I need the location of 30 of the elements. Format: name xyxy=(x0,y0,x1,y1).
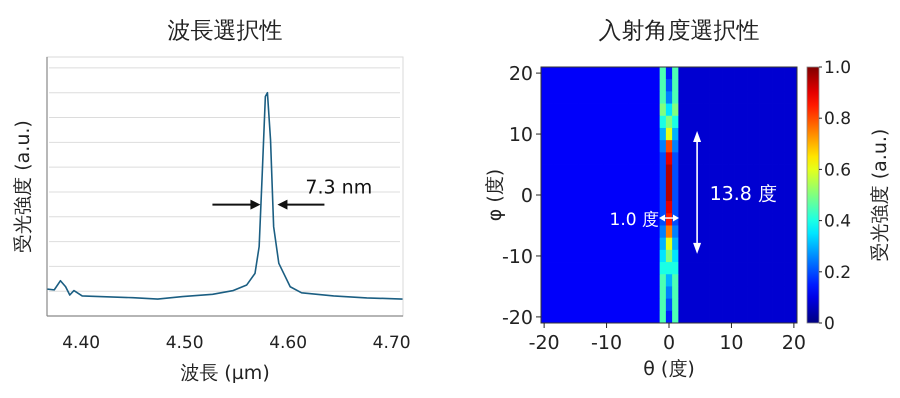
annotation: 7.3 nm xyxy=(305,176,372,199)
x-tick-label: 4.40 xyxy=(62,333,100,353)
annotation: 1.0 度 xyxy=(610,210,659,230)
x-tick-label: 4.50 xyxy=(166,333,204,353)
color-bar-label: 1.0 xyxy=(824,58,852,78)
color-bar-label: 0.4 xyxy=(824,212,852,232)
x-tick-label: 20 xyxy=(782,332,806,354)
color-bar-title: 受光強度 (a.u.) xyxy=(869,128,891,262)
chart-title: 波長選択性 xyxy=(168,18,282,44)
x-tick-label: 10 xyxy=(719,332,744,354)
chart-title: 入射角度選択性 xyxy=(598,18,760,44)
color-bar-label: 0 xyxy=(824,314,835,334)
x-tick-label: -10 xyxy=(591,332,622,354)
y-axis-title: 受光強度 (a.u.) xyxy=(12,120,34,253)
x-tick-label: 4.70 xyxy=(372,333,411,353)
color-bar-label: 0.6 xyxy=(824,160,852,180)
y-tick-label: -10 xyxy=(502,246,533,268)
x-axis-title: 波長 (μm) xyxy=(180,362,270,384)
x-axis-title: θ (度) xyxy=(643,358,695,380)
x-tick-label: 4.60 xyxy=(269,333,308,353)
x-tick-label: -20 xyxy=(528,332,560,354)
y-tick-label: -20 xyxy=(502,306,533,329)
color-bar-label: 0.2 xyxy=(824,262,852,283)
y-tick-label: 0 xyxy=(520,185,533,207)
y-axis-title: φ (度) xyxy=(484,168,506,222)
annotation: 13.8 度 xyxy=(710,183,777,206)
color-bar-label: 0.8 xyxy=(824,109,852,130)
y-tick-label: 20 xyxy=(508,63,533,86)
y-tick-label: 10 xyxy=(508,124,533,146)
x-tick-label: 0 xyxy=(662,332,676,354)
